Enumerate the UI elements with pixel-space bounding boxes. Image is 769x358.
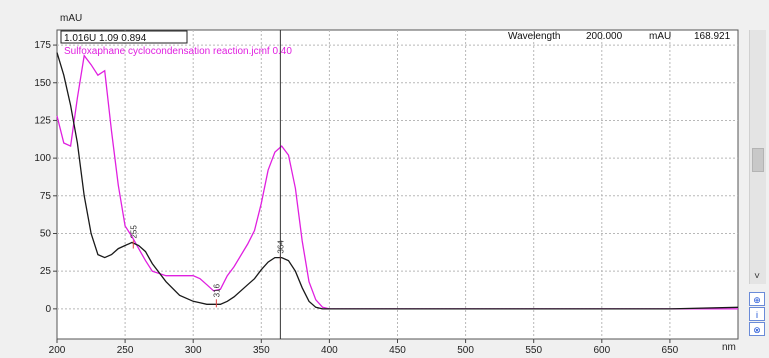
peak-label: 255 [129, 225, 138, 239]
x-tick-label: 650 [662, 345, 679, 356]
settings-icon[interactable]: ⊗ [749, 322, 765, 336]
x-tick-label: 600 [593, 345, 610, 356]
y-tick-label: 175 [34, 40, 51, 51]
plot-area[interactable] [56, 29, 739, 340]
zoom-icon[interactable]: ⊕ [749, 292, 765, 306]
wavelength-label: Wavelength [508, 31, 560, 42]
x-tick-label: 350 [253, 345, 270, 356]
mau-value: 168.921 [694, 31, 731, 42]
readout-box [60, 30, 188, 44]
trace-name-label: Sulfoxaphane cyclocondensation reaction.… [64, 46, 292, 57]
grid [57, 30, 738, 339]
x-tick-label: 500 [457, 345, 474, 356]
x-tick-label: 450 [389, 345, 406, 356]
scroll-thumb[interactable] [752, 148, 764, 172]
wavelength-value: 200.000 [586, 31, 623, 42]
series-layer [56, 52, 739, 310]
x-axis-unit: nm [722, 342, 736, 353]
x-tick-label: 550 [525, 345, 542, 356]
peak-label: 316 [212, 283, 221, 297]
x-tick-label: 250 [117, 345, 134, 356]
scroll-down-icon[interactable]: ˅ [754, 271, 760, 282]
x-tick-label: 300 [185, 345, 202, 356]
info-icon[interactable]: i [749, 307, 765, 321]
x-tick-label: 200 [49, 345, 66, 356]
x-tick-label: 400 [321, 345, 338, 356]
series-line-2[interactable] [56, 52, 739, 310]
y-tick-label: 125 [34, 115, 51, 126]
y-tick-label: 75 [40, 191, 52, 202]
y-tick-label: 0 [45, 304, 51, 315]
vertical-scrollbar[interactable] [749, 30, 766, 284]
y-axis-unit: mAU [60, 13, 82, 24]
y-tick-label: 100 [34, 153, 51, 164]
y-tick-label: 150 [34, 78, 51, 89]
mau-label: mAU [649, 31, 671, 42]
axes: 200 250 300 350 400 450 500 550 600 650 0 25 50 75 100… [34, 40, 678, 356]
readout-top-left: 1.016U 1.09 0.894 [64, 33, 147, 44]
y-tick-label: 50 [40, 228, 52, 239]
y-tick-label: 25 [40, 266, 52, 277]
